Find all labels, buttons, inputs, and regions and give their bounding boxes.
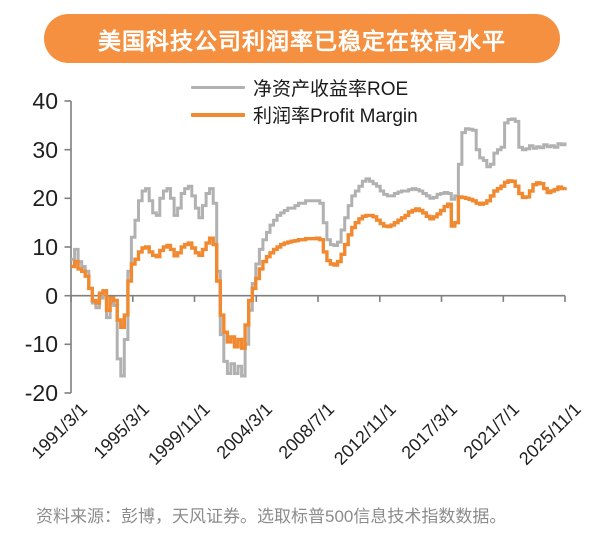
chart-legend: 净资产收益率ROE 利润率Profit Margin xyxy=(191,74,418,128)
roe-line xyxy=(71,117,567,378)
page-title: 美国科技公司利润率已稳定在较高水平 xyxy=(98,27,506,54)
source-note: 资料来源：彭博，天风证券。选取标普500信息技术指数数据。 xyxy=(36,507,507,526)
legend-swatch-margin xyxy=(191,112,245,117)
y-tick-label: -20 xyxy=(24,380,58,406)
y-tick-label: 40 xyxy=(32,88,58,114)
margin-line xyxy=(71,179,567,350)
legend-swatch-roe xyxy=(191,86,245,89)
y-tick-label: 20 xyxy=(32,185,58,211)
y-tick-label: 0 xyxy=(45,283,58,309)
y-ticks xyxy=(64,100,71,394)
y-tick-label: 10 xyxy=(32,234,58,260)
legend-item-margin: 利润率Profit Margin xyxy=(191,101,418,128)
x-ticks xyxy=(70,295,566,302)
legend-label-roe: 净资产收益率ROE xyxy=(253,79,409,100)
y-tick-label: -10 xyxy=(24,331,58,357)
legend-item-roe: 净资产收益率ROE xyxy=(191,74,418,101)
legend-label-margin: 利润率Profit Margin xyxy=(253,106,418,127)
y-tick-label: 30 xyxy=(32,137,58,163)
title-banner: 美国科技公司利润率已稳定在较高水平 xyxy=(44,14,560,63)
